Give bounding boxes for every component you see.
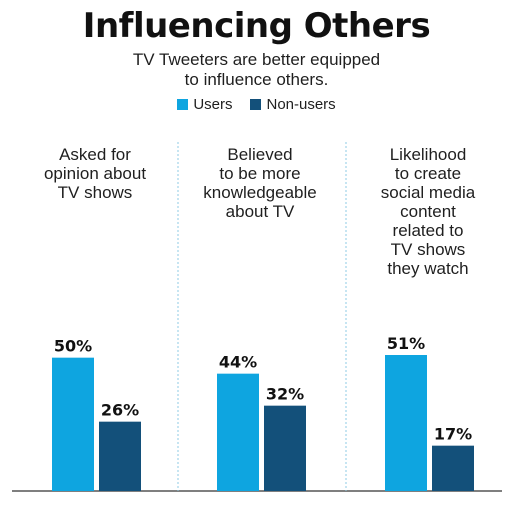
category-label-line: Believed	[227, 145, 293, 164]
legend-item-users: Users	[177, 96, 232, 113]
data-label: 50%	[54, 337, 92, 356]
legend-swatch-non-users	[250, 99, 262, 110]
legend: Users Non-users	[0, 96, 513, 113]
category-label-line: they watch	[387, 259, 469, 278]
subtitle-line: to influence others.	[184, 70, 329, 89]
category-label-line: about TV	[225, 202, 295, 221]
category-label-line: to create	[394, 164, 462, 183]
bar-users	[217, 373, 259, 491]
category-label-line: TV shows	[390, 240, 466, 259]
legend-label-users: Users	[193, 96, 233, 113]
category-label: Likelihood to create social media content re…	[353, 145, 503, 278]
category-label-line: opinion about	[43, 164, 147, 183]
category-label-line: TV shows	[57, 183, 133, 202]
category-label-line: knowledgeable	[203, 183, 317, 202]
bar-users	[385, 355, 427, 491]
category-label-line: content	[400, 202, 456, 221]
category-label-line: social media	[380, 183, 476, 202]
category-label: Believed to be more knowledgeable about TV	[185, 145, 335, 221]
category-label-line: Asked for	[59, 145, 131, 164]
data-label: 32%	[266, 385, 304, 404]
legend-label-non-users: Non-users	[266, 96, 336, 113]
subtitle-line: TV Tweeters are better equipped	[132, 50, 381, 69]
legend-swatch-users	[177, 99, 189, 110]
chart-title: Influencing Others	[82, 6, 431, 46]
chart-subtitle: TV Tweeters are better equipped to influ…	[90, 50, 423, 90]
category-label: Asked for opinion about TV shows	[20, 145, 170, 202]
bar-users	[52, 357, 94, 491]
category-label-line: to be more	[219, 164, 301, 183]
category-label-line: related to	[392, 221, 464, 240]
data-label: 51%	[387, 334, 425, 353]
data-label: 44%	[219, 353, 257, 372]
bar-non-users	[264, 405, 306, 491]
data-label: 26%	[101, 401, 139, 420]
category-label-line: Likelihood	[389, 145, 467, 164]
legend-item-non-users: Non-users	[250, 96, 336, 113]
bar-non-users	[432, 445, 474, 491]
bar-non-users	[99, 421, 141, 491]
data-label: 17%	[434, 425, 472, 444]
